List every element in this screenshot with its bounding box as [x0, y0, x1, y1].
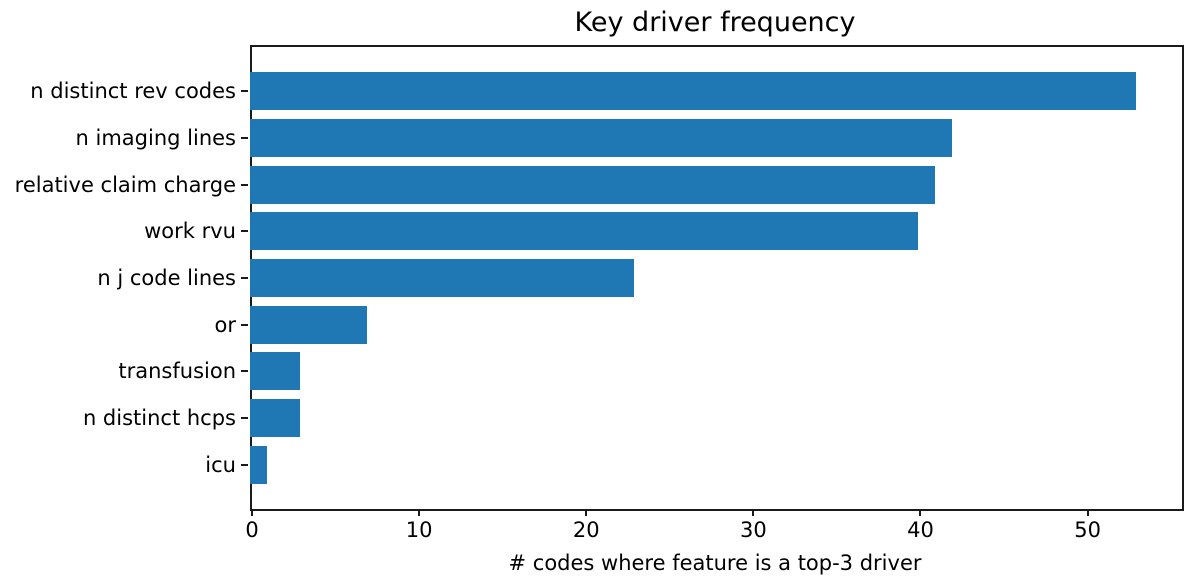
bar	[250, 399, 301, 438]
x-tick-mark	[919, 509, 922, 516]
x-tick-label: 10	[405, 518, 433, 542]
x-tick-mark	[251, 509, 253, 516]
x-tick-label: 0	[245, 518, 259, 542]
bar-track	[250, 72, 1180, 111]
bar-row: transfusion	[0, 348, 1180, 395]
y-tick-mark	[241, 230, 248, 233]
y-axis-label: n j code lines	[97, 266, 236, 291]
bar	[250, 119, 952, 157]
x-tick-label: 50	[1074, 518, 1101, 542]
x-tick-mark	[418, 509, 421, 516]
y-tick-mark	[241, 183, 248, 186]
bar-row: or	[0, 301, 1180, 348]
y-axis-label: work rvu	[144, 219, 236, 244]
x-tick-mark	[752, 509, 755, 516]
y-tick-mark	[241, 463, 248, 466]
bar-track	[250, 399, 1180, 438]
y-tick-mark	[241, 323, 248, 326]
bar-row: relative claim charge	[0, 161, 1180, 208]
bar	[250, 212, 919, 251]
bar-row: n distinct rev codes	[0, 68, 1180, 115]
y-tick-mark	[241, 90, 248, 93]
x-tick-mark	[1086, 509, 1089, 516]
y-axis-label: transfusion	[118, 359, 236, 384]
bar	[250, 352, 301, 391]
bar-track	[250, 119, 1180, 157]
bar	[250, 445, 267, 484]
x-tick-label: 40	[907, 518, 934, 542]
y-tick-mark	[241, 137, 248, 139]
y-axis-label: n imaging lines	[75, 126, 236, 150]
bar-track	[250, 305, 1180, 344]
chart-title: Key driver frequency	[574, 7, 856, 38]
bar	[250, 165, 936, 204]
bar-row: work rvu	[0, 208, 1180, 255]
bar-track	[250, 259, 1180, 298]
y-axis-label: or	[214, 312, 236, 337]
bar-row: n distinct hcps	[0, 395, 1180, 442]
bar-track	[250, 165, 1180, 204]
bar-rows: n distinct rev codes n imaging lines relat…	[0, 47, 1180, 509]
y-axis-label: relative claim charge	[14, 172, 236, 197]
y-axis-label: icu	[205, 452, 236, 477]
bar	[250, 259, 635, 298]
y-axis-label: n distinct hcps	[82, 406, 236, 431]
x-axis-label: # codes where feature is a top-3 driver	[508, 551, 922, 575]
bar-row: n j code lines	[0, 255, 1180, 302]
x-tick-label: 30	[739, 518, 767, 542]
bar-row: n imaging lines	[0, 115, 1180, 162]
bar-track	[250, 212, 1180, 251]
bar-row: icu	[0, 441, 1180, 488]
bar	[250, 305, 367, 344]
y-tick-mark	[241, 417, 248, 420]
y-axis-label: n distinct rev codes	[30, 79, 236, 104]
y-tick-mark	[241, 370, 248, 373]
bar-track	[250, 352, 1180, 391]
x-tick-mark	[585, 509, 588, 516]
y-tick-mark	[241, 277, 248, 280]
x-tick-label: 20	[572, 518, 600, 542]
bar	[250, 72, 1136, 111]
bar-track	[250, 445, 1180, 484]
x-axis-ticks: 0 10 20 30 40 50	[245, 509, 1182, 549]
